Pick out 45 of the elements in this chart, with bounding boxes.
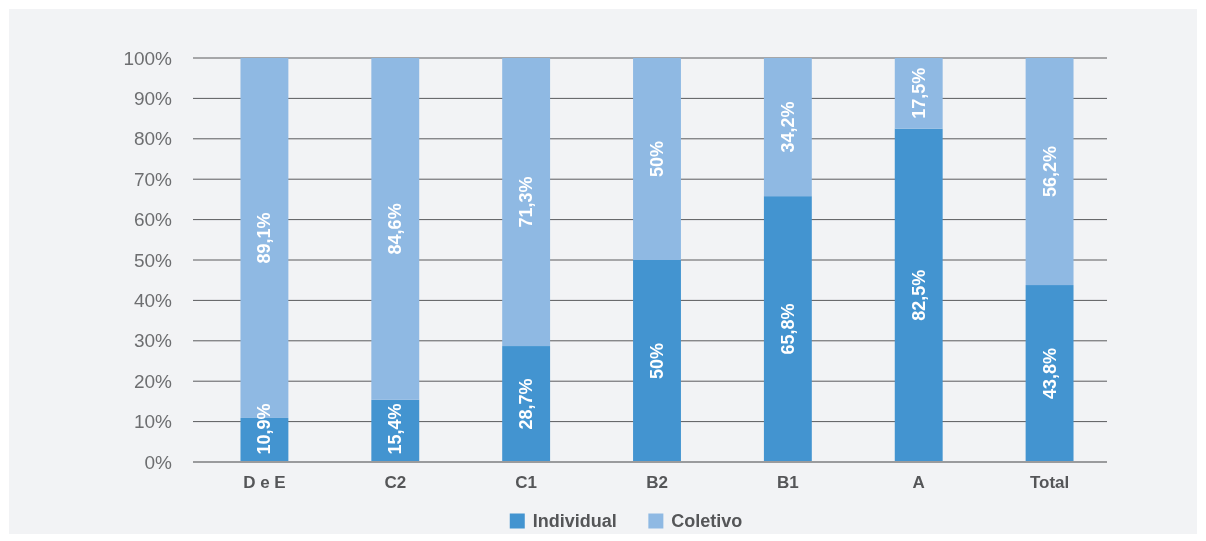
data-label: 84,6% xyxy=(385,203,406,255)
data-label: 43,8% xyxy=(1039,348,1060,400)
data-label: 71,3% xyxy=(516,176,537,228)
bar xyxy=(1025,58,1074,286)
legend-label: Individual xyxy=(532,511,617,531)
y-tick-label: 100% xyxy=(123,47,173,69)
x-tick-label: B2 xyxy=(646,472,668,492)
bar xyxy=(894,58,943,129)
data-label: 56,2% xyxy=(1039,146,1060,198)
y-tick-label: 30% xyxy=(133,330,173,352)
data-label: 50% xyxy=(647,140,667,178)
y-tick-label: 70% xyxy=(133,168,173,190)
data-label: 65,8% xyxy=(777,303,798,355)
bar xyxy=(502,346,551,462)
bar xyxy=(894,128,943,462)
y-tick-label: 20% xyxy=(133,370,173,392)
x-tick-label: D e E xyxy=(243,472,286,492)
bar xyxy=(633,260,681,462)
y-tick-label: 40% xyxy=(133,289,173,311)
y-tick-label: 90% xyxy=(133,87,173,109)
bar xyxy=(763,58,812,197)
x-tick-label: C2 xyxy=(384,472,407,492)
data-label: 89,1% xyxy=(254,212,275,264)
y-tick-label: 10% xyxy=(133,411,173,433)
bar xyxy=(502,58,551,347)
bar xyxy=(633,58,681,260)
data-label: 82,5% xyxy=(908,269,929,321)
x-tick-label: Total xyxy=(1029,472,1070,492)
legend-label: Coletivo xyxy=(671,511,743,531)
x-tick-label: B1 xyxy=(776,472,799,492)
bar xyxy=(1025,285,1074,462)
data-label: 15,4% xyxy=(385,403,406,455)
x-tick-label: A xyxy=(912,472,925,492)
bar xyxy=(371,58,420,400)
data-label: 28,7% xyxy=(516,378,537,430)
y-tick-label: 80% xyxy=(133,128,173,150)
data-label: 10,9% xyxy=(254,403,275,455)
x-tick-label: C1 xyxy=(515,472,538,492)
y-tick-label: 50% xyxy=(133,249,173,271)
y-tick-label: 60% xyxy=(133,209,173,231)
data-label: 17,5% xyxy=(908,67,929,119)
data-label: 50% xyxy=(647,342,667,380)
data-label: 34,2% xyxy=(777,101,798,153)
bar xyxy=(763,196,812,462)
y-tick-label: 0% xyxy=(144,451,173,473)
